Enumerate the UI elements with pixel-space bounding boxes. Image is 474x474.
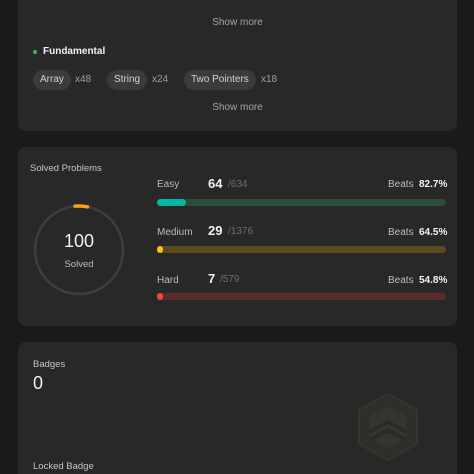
easy-beats-label: Beats [388, 179, 414, 190]
badges-title: Badges [33, 359, 66, 370]
medium-beats-label: Beats [388, 227, 414, 238]
badges-card: Badges 0 Locked Badge [18, 342, 457, 474]
easy-beats-value: 82.7% [419, 179, 448, 190]
easy-label: Easy [157, 179, 180, 190]
easy-progress-bar [157, 199, 446, 206]
hard-label: Hard [157, 275, 179, 286]
hard-total: /579 [220, 274, 240, 285]
solved-progress-ring [33, 204, 125, 296]
skill-chip-array[interactable]: Array [33, 70, 71, 90]
hard-beats-label: Beats [388, 275, 414, 286]
hard-count: 7 [208, 271, 216, 286]
solved-problems-card: Solved Problems 100 Solved Easy 64 /634 … [18, 147, 457, 326]
chip-count: x24 [152, 74, 169, 85]
medium-label: Medium [157, 227, 193, 238]
medium-progress-fill [157, 246, 164, 253]
easy-count: 64 [208, 176, 223, 191]
medium-count: 29 [208, 223, 223, 238]
skill-chip-string[interactable]: String [107, 70, 148, 90]
show-more-fundamental[interactable]: Show more [212, 102, 263, 113]
chip-label: Array [40, 74, 64, 85]
easy-total: /634 [228, 179, 248, 190]
solved-total: 100 [63, 231, 95, 251]
hard-beats-value: 54.8% [419, 275, 448, 286]
chip-label: String [114, 74, 141, 85]
chip-count: x48 [75, 74, 92, 85]
solved-title: Solved Problems [30, 163, 102, 174]
badges-count: 0 [33, 373, 44, 393]
skill-chip-two-pointers[interactable]: Two Pointers [184, 70, 256, 90]
hard-progress-bar [157, 293, 446, 300]
locked-badge-label: Locked Badge [33, 461, 94, 472]
chip-count: x18 [261, 74, 278, 85]
fundamental-dot-icon [33, 50, 37, 54]
locked-badge-hexagon-icon [358, 392, 418, 462]
easy-progress-fill [157, 199, 187, 206]
show-more-advanced[interactable]: Show more [212, 17, 263, 28]
ring-progress-arc [33, 204, 125, 296]
skills-card: Show more Fundamental Array x48 String x… [18, 0, 457, 131]
hard-progress-fill [157, 293, 164, 300]
chip-label: Two Pointers [191, 74, 249, 85]
medium-total: /1376 [228, 226, 254, 237]
medium-beats-value: 64.5% [419, 227, 448, 238]
solved-total-label: Solved [64, 259, 94, 270]
fundamental-label: Fundamental [43, 46, 106, 57]
medium-progress-bar [157, 246, 446, 253]
